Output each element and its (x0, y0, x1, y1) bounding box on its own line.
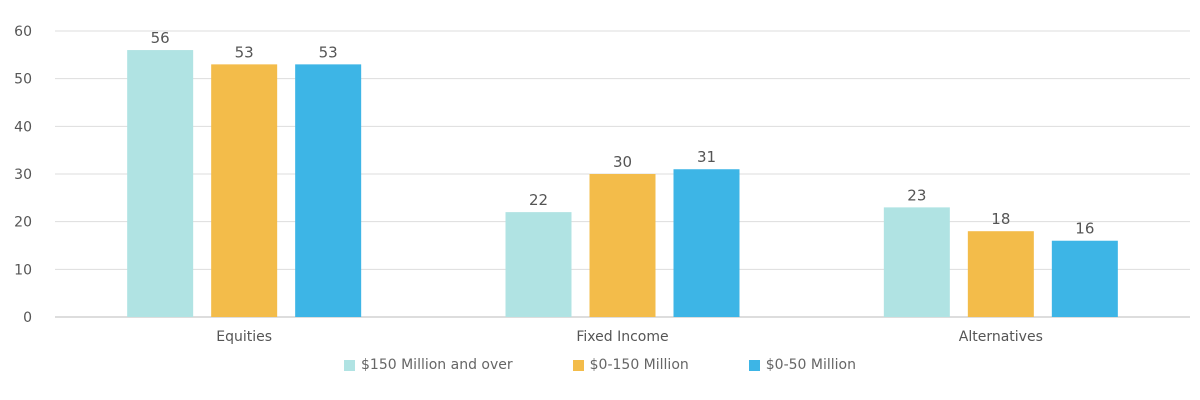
data-label: 53 (319, 43, 338, 61)
legend-swatch (572, 359, 584, 371)
x-tick-label: Alternatives (959, 329, 1043, 345)
data-label: 22 (529, 191, 548, 209)
y-tick-label: 10 (14, 262, 32, 278)
legend-label: $0-150 Million (589, 357, 689, 373)
bar (505, 212, 572, 317)
legend-item[interactable]: $0-150 Million (572, 357, 689, 373)
legend-swatch (748, 359, 760, 371)
bar (127, 50, 194, 318)
y-tick-label: 30 (14, 167, 32, 183)
bar-chart: 0 10 20 30 40 50 60 Equities 56 53 53 Fixed Income 2… (14, 24, 1190, 345)
legend-item[interactable]: $150 Million and over (344, 357, 513, 373)
bar (883, 207, 950, 317)
y-tick-label: 20 (14, 215, 32, 231)
bar (673, 169, 740, 317)
y-tick-label: 60 (14, 24, 32, 40)
bar (1051, 240, 1118, 317)
x-tick-label: Fixed Income (576, 329, 668, 345)
legend-label: $0-50 Million (765, 357, 856, 373)
data-label: 53 (235, 43, 254, 61)
data-label: 31 (697, 148, 716, 166)
data-label: 18 (991, 210, 1010, 228)
data-label: 23 (907, 186, 926, 204)
y-tick-label: 50 (14, 72, 32, 88)
data-label: 16 (1075, 220, 1094, 238)
y-tick-label: 40 (14, 119, 32, 135)
legend-label: $150 Million and over (361, 357, 513, 373)
legend-swatch (344, 359, 356, 371)
data-label: 56 (151, 29, 170, 47)
legend-item[interactable]: $0-50 Million (748, 357, 856, 373)
bar (211, 64, 278, 317)
bar (589, 174, 656, 317)
legend: $150 Million and over $0-150 Million $0-… (0, 357, 1200, 373)
data-label: 30 (613, 153, 632, 171)
x-tick-label: Equities (216, 329, 272, 345)
bar (295, 64, 362, 317)
bar (967, 231, 1034, 317)
y-tick-label: 0 (23, 310, 32, 326)
